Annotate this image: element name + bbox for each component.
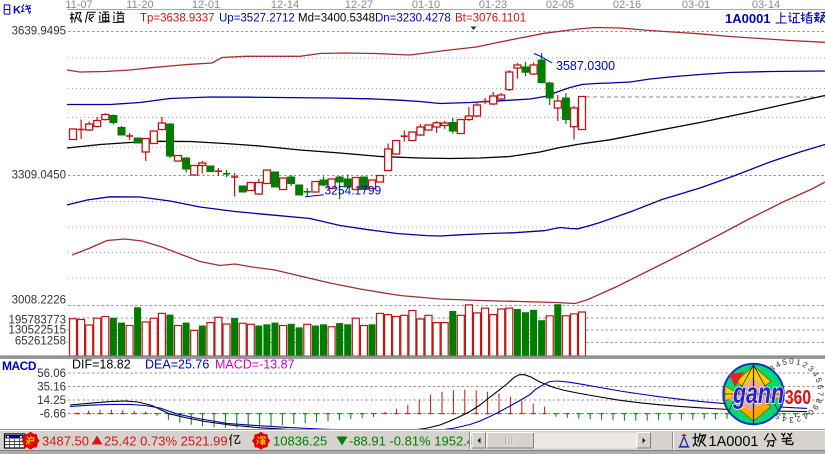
svg-text:02-16: 02-16	[613, 0, 641, 11]
svg-text:7: 7	[815, 391, 825, 397]
svg-text:03-14: 03-14	[752, 0, 780, 11]
svg-text:5: 5	[773, 411, 782, 421]
svg-text:3008.2226: 3008.2226	[12, 295, 66, 307]
svg-text:6: 6	[816, 384, 825, 390]
svg-text:03-01: 03-01	[682, 0, 710, 11]
svg-text:DEA=25.76: DEA=25.76	[145, 358, 209, 372]
svg-text:360: 360	[785, 387, 811, 409]
svg-text:4: 4	[774, 360, 783, 370]
svg-text:-88.91 -0.81% 1952.4: -88.91 -0.81% 1952.4	[349, 434, 474, 449]
svg-text:3587.0300: 3587.0300	[556, 59, 615, 73]
svg-text:02-05: 02-05	[546, 0, 574, 11]
svg-text:1A0001: 1A0001	[725, 11, 771, 26]
svg-text:MACD: MACD	[2, 359, 37, 373]
svg-text:12-27: 12-27	[345, 0, 373, 11]
svg-text:10836.25: 10836.25	[273, 434, 327, 449]
svg-text:11-20: 11-20	[126, 0, 153, 11]
svg-text:Md=3400.5348: Md=3400.5348	[298, 13, 375, 25]
svg-text:2: 2	[801, 360, 810, 370]
svg-text:01-23: 01-23	[479, 0, 507, 11]
svg-text:-6.66: -6.66	[40, 409, 66, 421]
svg-text:1: 1	[795, 357, 802, 367]
svg-text:01-10: 01-10	[412, 0, 440, 11]
svg-text:4: 4	[781, 414, 788, 424]
svg-text:3: 3	[768, 363, 778, 373]
svg-text:35.16: 35.16	[37, 382, 66, 394]
svg-text:1: 1	[800, 411, 809, 421]
svg-text:14.25: 14.25	[37, 395, 66, 407]
svg-text:1A0001: 1A0001	[709, 434, 759, 450]
svg-text:Tp=3638.9337: Tp=3638.9337	[140, 13, 215, 25]
svg-text:11-07: 11-07	[65, 0, 92, 11]
svg-text:3254.1799: 3254.1799	[325, 184, 382, 198]
svg-text:gann: gann	[732, 377, 784, 410]
svg-text:3: 3	[806, 364, 816, 374]
svg-text:5: 5	[814, 377, 824, 385]
svg-text:2: 2	[795, 414, 802, 424]
svg-text:3487.50: 3487.50	[42, 434, 89, 449]
svg-text:12-14: 12-14	[271, 0, 299, 11]
svg-text:MACD=-13.87: MACD=-13.87	[215, 358, 295, 372]
svg-text:8: 8	[813, 397, 823, 405]
svg-text:195783773: 195783773	[8, 315, 66, 327]
svg-text:3639.9495: 3639.9495	[12, 26, 66, 38]
svg-text:Dn=3230.4278: Dn=3230.4278	[375, 13, 451, 25]
svg-text:12-01: 12-01	[192, 0, 220, 11]
svg-text:5: 5	[781, 357, 788, 367]
svg-text:0: 0	[806, 407, 816, 417]
svg-text:4: 4	[810, 370, 820, 379]
svg-text:56.06: 56.06	[37, 368, 66, 380]
svg-text:9: 9	[810, 403, 820, 412]
svg-text:25.42 0.73% 2521.99: 25.42 0.73% 2521.99	[104, 434, 228, 449]
svg-text:0: 0	[789, 357, 794, 366]
svg-text:K: K	[13, 5, 21, 17]
svg-text:DIF=18.82: DIF=18.82	[72, 358, 131, 372]
svg-text:130522515: 130522515	[8, 325, 66, 337]
svg-text:3: 3	[789, 415, 794, 424]
svg-text:Up=3527.2712: Up=3527.2712	[219, 13, 295, 25]
svg-text:Bt=3076.1101: Bt=3076.1101	[455, 13, 526, 25]
svg-text:65261258: 65261258	[15, 336, 66, 348]
svg-text:3309.0450: 3309.0450	[12, 170, 66, 182]
